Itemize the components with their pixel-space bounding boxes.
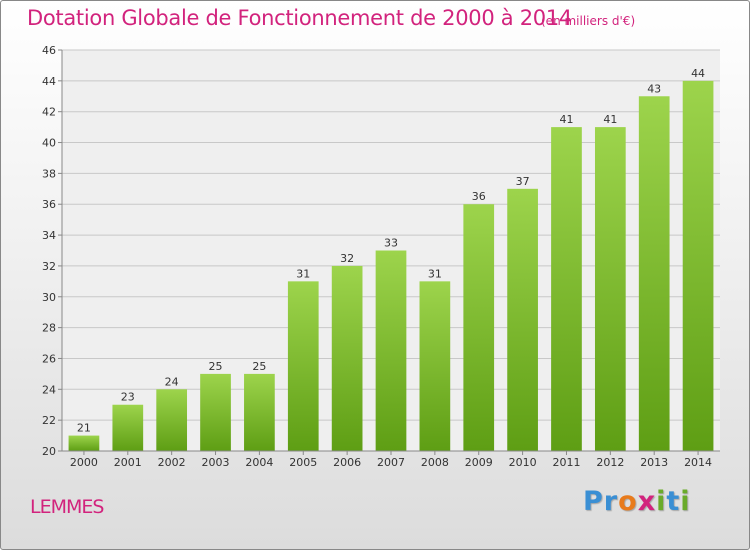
data-label: 25 bbox=[209, 360, 223, 373]
data-label: 43 bbox=[647, 82, 661, 95]
bar bbox=[551, 127, 582, 451]
bar bbox=[463, 204, 495, 451]
chart-subtitle: (en milliers d'€) bbox=[541, 14, 636, 28]
y-tick-label: 28 bbox=[42, 322, 56, 335]
x-tick-label: 2003 bbox=[202, 456, 230, 469]
data-label: 23 bbox=[121, 391, 135, 404]
data-label: 41 bbox=[603, 113, 617, 126]
x-tick-label: 2004 bbox=[245, 456, 273, 469]
logo-letter: i bbox=[656, 486, 667, 517]
bar bbox=[375, 250, 407, 451]
x-tick-label: 2014 bbox=[684, 456, 712, 469]
y-tick-label: 44 bbox=[42, 75, 56, 88]
data-label: 24 bbox=[165, 375, 179, 388]
x-tick-label: 2006 bbox=[333, 456, 361, 469]
y-tick-label: 24 bbox=[42, 383, 56, 396]
bar bbox=[244, 373, 275, 451]
y-tick-label: 40 bbox=[42, 137, 56, 150]
x-tick-label: 2001 bbox=[114, 456, 142, 469]
bar bbox=[682, 80, 714, 451]
x-tick-label: 2010 bbox=[509, 456, 537, 469]
bar bbox=[331, 265, 363, 451]
data-label: 33 bbox=[384, 237, 398, 250]
x-tick-label: 2007 bbox=[377, 456, 405, 469]
chart-title: Dotation Globale de Fonctionnement de 20… bbox=[27, 6, 572, 30]
logo-letter: o bbox=[618, 486, 638, 517]
data-label: 44 bbox=[691, 67, 705, 80]
x-tick-label: 2002 bbox=[158, 456, 186, 469]
y-tick-label: 42 bbox=[42, 106, 56, 119]
logo-letter: x bbox=[637, 486, 657, 517]
data-label: 32 bbox=[340, 252, 354, 265]
y-tick-label: 26 bbox=[42, 352, 56, 365]
data-label: 41 bbox=[559, 113, 573, 126]
data-label: 37 bbox=[516, 175, 530, 188]
data-label: 31 bbox=[296, 267, 310, 280]
data-label: 36 bbox=[472, 190, 486, 203]
bar bbox=[68, 435, 100, 451]
logo-letter: i bbox=[680, 486, 691, 517]
y-tick-label: 46 bbox=[42, 44, 56, 57]
bar bbox=[112, 404, 144, 451]
bar bbox=[287, 281, 319, 451]
data-label: 21 bbox=[77, 422, 91, 435]
x-tick-label: 2012 bbox=[596, 456, 624, 469]
x-tick-label: 2000 bbox=[70, 456, 98, 469]
x-tick-label: 2008 bbox=[421, 456, 449, 469]
y-tick-label: 22 bbox=[42, 414, 56, 427]
y-tick-label: 20 bbox=[42, 445, 56, 458]
data-label: 25 bbox=[252, 360, 266, 373]
bar bbox=[419, 281, 451, 451]
bar bbox=[200, 373, 231, 451]
bar bbox=[638, 96, 670, 452]
bar bbox=[507, 188, 538, 452]
logo-letter: P bbox=[583, 486, 604, 517]
bar bbox=[594, 127, 626, 451]
y-tick-label: 30 bbox=[42, 291, 56, 304]
y-tick-label: 38 bbox=[42, 167, 56, 180]
logo-letter: r bbox=[603, 486, 619, 517]
logo-letter: t bbox=[666, 486, 681, 517]
commune-name: LEMMES bbox=[30, 496, 104, 518]
x-tick-label: 2009 bbox=[465, 456, 493, 469]
y-tick-label: 36 bbox=[42, 198, 56, 211]
data-label: 31 bbox=[428, 267, 442, 280]
x-tick-label: 2013 bbox=[640, 456, 668, 469]
y-tick-label: 32 bbox=[42, 260, 56, 273]
y-tick-label: 34 bbox=[42, 229, 56, 242]
x-tick-label: 2005 bbox=[289, 456, 317, 469]
x-tick-label: 2011 bbox=[552, 456, 580, 469]
bar bbox=[156, 389, 188, 451]
proxiti-logo: Proxiti bbox=[583, 486, 691, 517]
